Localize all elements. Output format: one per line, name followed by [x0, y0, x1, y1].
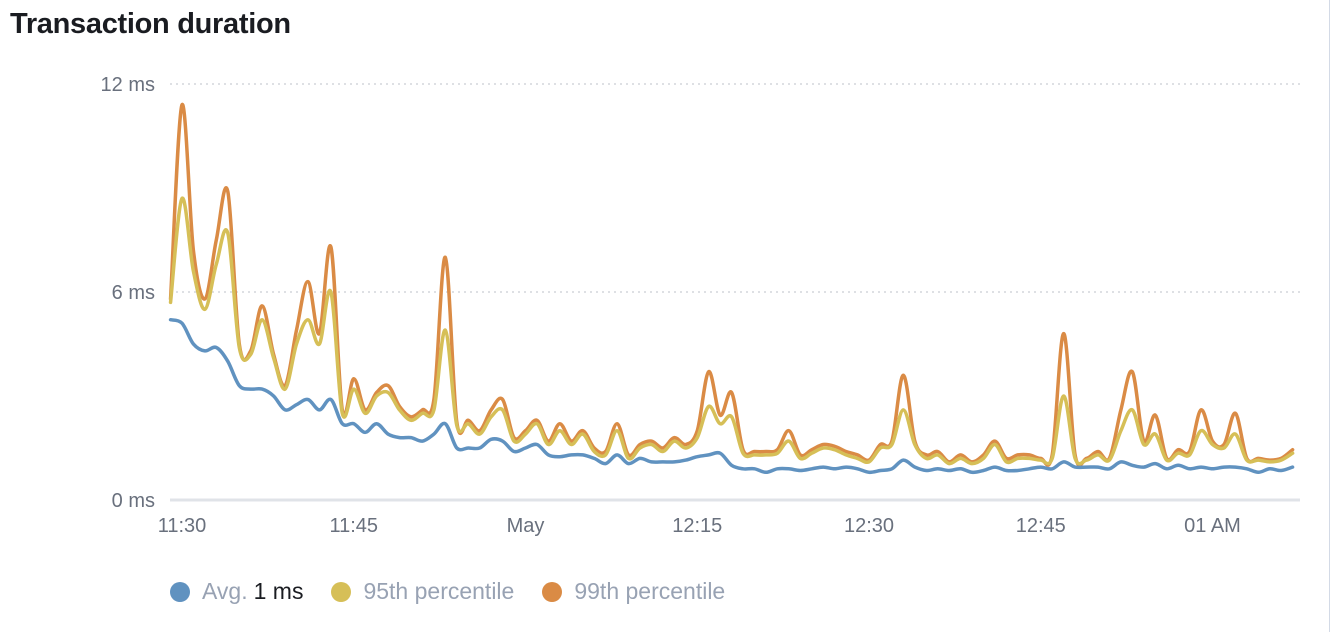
- legend-dot-avg: [170, 581, 190, 602]
- x-tick-label: 11:45: [329, 515, 378, 537]
- legend-item-p99[interactable]: 99th percentile: [542, 578, 725, 605]
- legend-label-p99: 99th percentile: [574, 578, 726, 604]
- chart-title: Transaction duration: [10, 8, 291, 40]
- legend: Avg. 1 ms 95th percentile 99th percentil…: [170, 578, 725, 605]
- panel-border: [1329, 0, 1330, 632]
- legend-dot-p95: [331, 581, 352, 602]
- legend-label-p95: 95th percentile: [363, 578, 515, 604]
- series-line-p99: [168, 103, 1295, 468]
- legend-label-avg: Avg.: [202, 578, 248, 604]
- x-tick-label: 12:15: [672, 515, 722, 537]
- x-tick-label: 01 AM: [1184, 515, 1241, 537]
- y-tick-label: 0 ms: [112, 490, 155, 512]
- legend-value-avg: 1 ms: [253, 578, 304, 604]
- legend-dot-p99: [542, 581, 563, 602]
- x-tick-label: May: [507, 515, 545, 537]
- y-tick-label: 12 ms: [101, 74, 155, 96]
- x-tick-label: 12:30: [844, 515, 894, 537]
- x-tick-label: 12:45: [1016, 515, 1066, 537]
- y-tick-label: 6 ms: [112, 282, 155, 304]
- series-line-avg: [168, 317, 1295, 475]
- legend-item-avg[interactable]: Avg. 1 ms: [170, 578, 303, 605]
- series-line-p95: [168, 196, 1295, 466]
- x-tick-label: 11:30: [158, 515, 207, 537]
- legend-item-p95[interactable]: 95th percentile: [331, 578, 514, 605]
